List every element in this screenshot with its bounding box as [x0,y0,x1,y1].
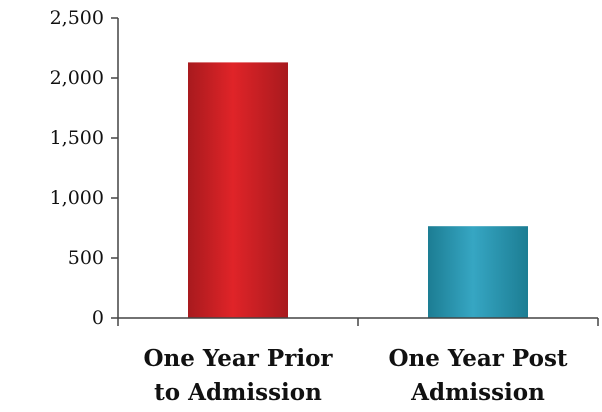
y-tick-label: 500 [68,247,104,269]
y-tick-label: 1,500 [50,127,104,149]
bar-one-year-prior [188,62,288,319]
y-tick-label: 1,000 [50,187,104,209]
x-category-label: One Year Post Admission [388,345,567,406]
x-category-label: One Year Prior to Admission [143,345,333,406]
y-axis: 0 500 1,000 1,500 2,000 2,500 [50,7,119,329]
bar-one-year-post [428,226,528,318]
x-axis: One Year Prior to Admission One Year Post A… [117,317,599,406]
y-tick-label: 0 [92,307,104,329]
y-tick-label: 2,000 [50,67,104,89]
bars-group [188,62,528,319]
y-tick-label: 2,500 [50,7,104,29]
